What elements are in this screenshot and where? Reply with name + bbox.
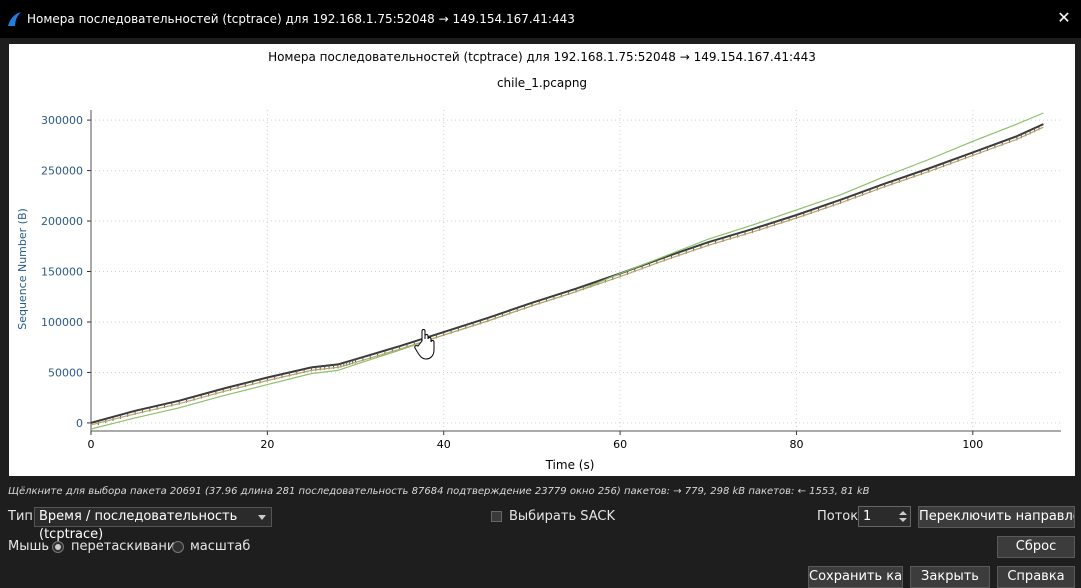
x-tick-label: 40 [437,438,451,451]
close-button[interactable]: Закрыть [910,566,990,588]
help-button[interactable]: Справка [997,566,1075,588]
sack-label: Выбирать SACK [509,509,615,524]
spin-down-icon[interactable] [899,518,907,522]
chart-title: Номера последовательностей (tcptrace) дл… [268,50,816,64]
y-tick-label: 100000 [41,316,83,329]
series-line-0 [90,123,1044,424]
x-axis-label: Time (s) [545,458,595,472]
y-tick-label: 300000 [41,114,83,127]
status-text: Щёлкните для выбора пакета 20691 (37.96 … [8,486,870,497]
sack-checkbox[interactable] [491,511,502,522]
drag-radio[interactable] [52,541,64,553]
zoom-radio[interactable] [172,541,184,553]
close-icon[interactable]: ✕ [1057,8,1071,27]
x-tick-label: 0 [88,438,95,451]
chevron-down-icon [258,515,266,520]
x-tick-label: 60 [613,438,627,451]
series-line-1 [90,112,1044,430]
type-label: Тип [8,509,33,524]
title-bar: Номера последовательностей (tcptrace) дл… [0,0,1081,38]
switch-direction-button[interactable]: Переключить направление [918,506,1075,528]
x-tick-label: 100 [962,438,983,451]
spin-up-icon[interactable] [899,511,907,515]
drag-radio-label: перетаскивание [71,539,184,554]
zoom-radio-label: масштаб [190,539,251,554]
type-select[interactable]: Время / последовательность (tcptrace) [34,507,272,542]
sequence-chart[interactable]: Номера последовательностей (tcptrace) дл… [9,44,1075,476]
type-select-value: Время / последовательность (tcptrace) [39,509,238,542]
mouse-label: Мышь [8,539,50,554]
series-line-2 [90,126,1044,426]
reset-button[interactable]: Сброс [997,536,1075,558]
stream-label: Поток [817,509,859,524]
y-axis-label: Sequence Number (B) [16,208,29,330]
window-title: Номера последовательностей (tcptrace) дл… [27,12,575,26]
y-tick-label: 50000 [48,366,83,379]
save-as-button[interactable]: Сохранить как... [808,566,903,588]
stream-value: 1 [863,509,872,524]
x-tick-label: 20 [260,438,274,451]
y-tick-label: 250000 [41,165,83,178]
x-tick-label: 80 [789,438,803,451]
y-tick-label: 150000 [41,266,83,279]
y-tick-label: 200000 [41,215,83,228]
chart-subtitle: chile_1.pcapng [497,76,587,90]
y-tick-label: 0 [76,417,83,430]
plot-area[interactable]: Номера последовательностей (tcptrace) дл… [9,44,1075,476]
hand-cursor-icon [414,329,435,360]
stream-spinbox[interactable]: 1 [858,506,911,527]
wireshark-fin-icon [8,12,21,26]
